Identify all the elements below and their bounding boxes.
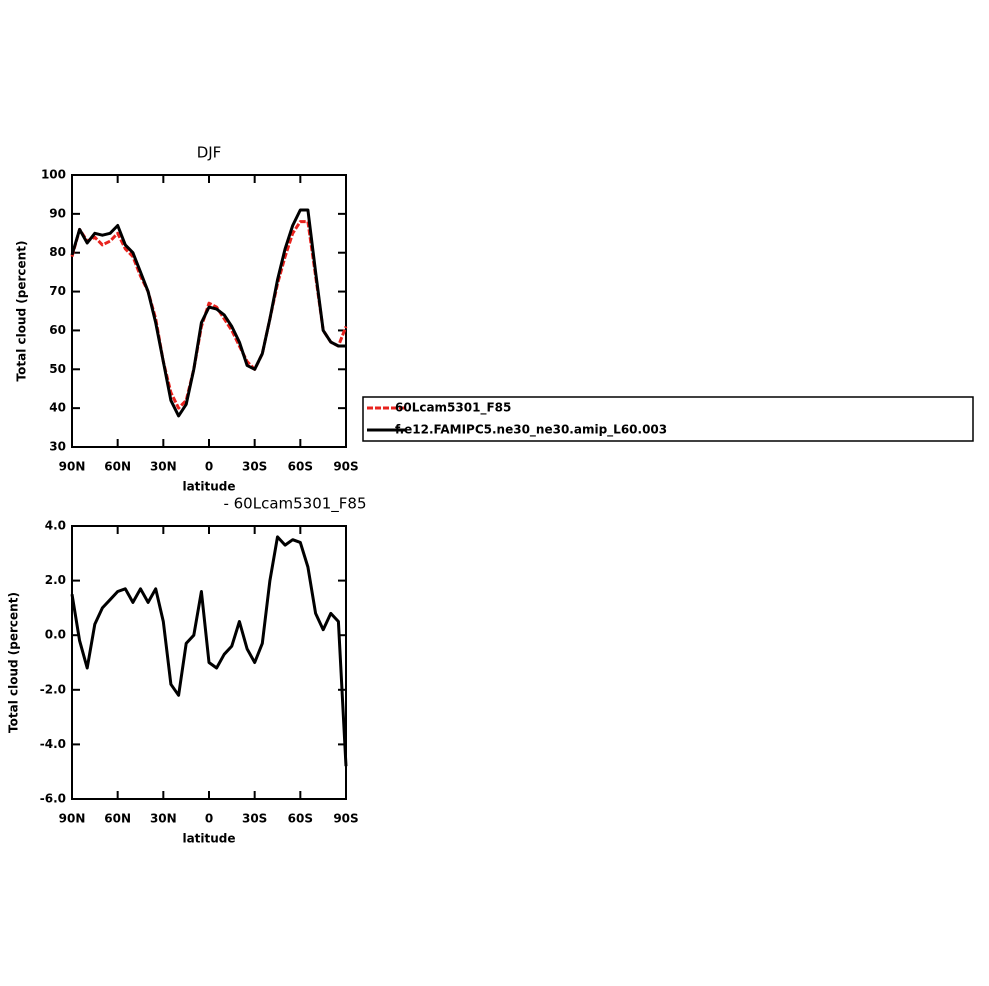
y-tick-label: 4.0 — [45, 519, 66, 533]
x-tick-label: 0 — [205, 460, 213, 474]
y-tick-label: 70 — [49, 284, 66, 298]
x-axis-label: latitude — [182, 480, 235, 494]
chart-title: DJF — [197, 144, 222, 162]
y-tick-label: 90 — [49, 206, 66, 220]
y-tick-label: 30 — [49, 440, 66, 454]
x-tick-label: 90N — [59, 460, 86, 474]
x-tick-label: 60N — [104, 812, 131, 826]
y-axis-label: Total cloud (percent) — [7, 592, 21, 733]
y-tick-label: 80 — [49, 245, 66, 259]
x-tick-label: 30N — [150, 812, 177, 826]
x-tick-label: 0 — [205, 812, 213, 826]
legend-label: 60Lcam5301_F85 — [395, 401, 511, 416]
x-tick-label: 60N — [104, 460, 131, 474]
data-line — [70, 220, 348, 410]
x-tick-label: 90N — [59, 812, 86, 826]
x-tick-label: 30S — [242, 812, 267, 826]
y-tick-label: -4.0 — [40, 737, 66, 751]
y-tick-label: -6.0 — [40, 792, 66, 806]
x-tick-label: 90S — [333, 460, 358, 474]
y-tick-label: 2.0 — [45, 573, 66, 587]
chart-title: - 60Lcam5301_F85 — [223, 495, 366, 514]
y-tick-label: 60 — [49, 323, 66, 337]
y-tick-label: 100 — [41, 168, 66, 182]
x-tick-label: 60S — [288, 812, 313, 826]
legend-label: f.e12.FAMIPC5.ne30_ne30.amip_L60.003 — [395, 423, 667, 438]
x-tick-label: 30N — [150, 460, 177, 474]
y-tick-label: 50 — [49, 362, 66, 376]
x-tick-label: 90S — [333, 812, 358, 826]
x-axis-label: latitude — [182, 832, 235, 846]
x-tick-label: 60S — [288, 460, 313, 474]
x-tick-label: 30S — [242, 460, 267, 474]
plot-frame — [71, 174, 347, 448]
y-tick-label: 40 — [49, 401, 66, 415]
data-line — [70, 535, 348, 767]
y-tick-label: -2.0 — [40, 682, 66, 696]
legend-box — [362, 396, 974, 442]
y-axis-label: Total cloud (percent) — [15, 241, 29, 382]
y-tick-label: 0.0 — [45, 628, 66, 642]
data-line — [70, 208, 346, 418]
